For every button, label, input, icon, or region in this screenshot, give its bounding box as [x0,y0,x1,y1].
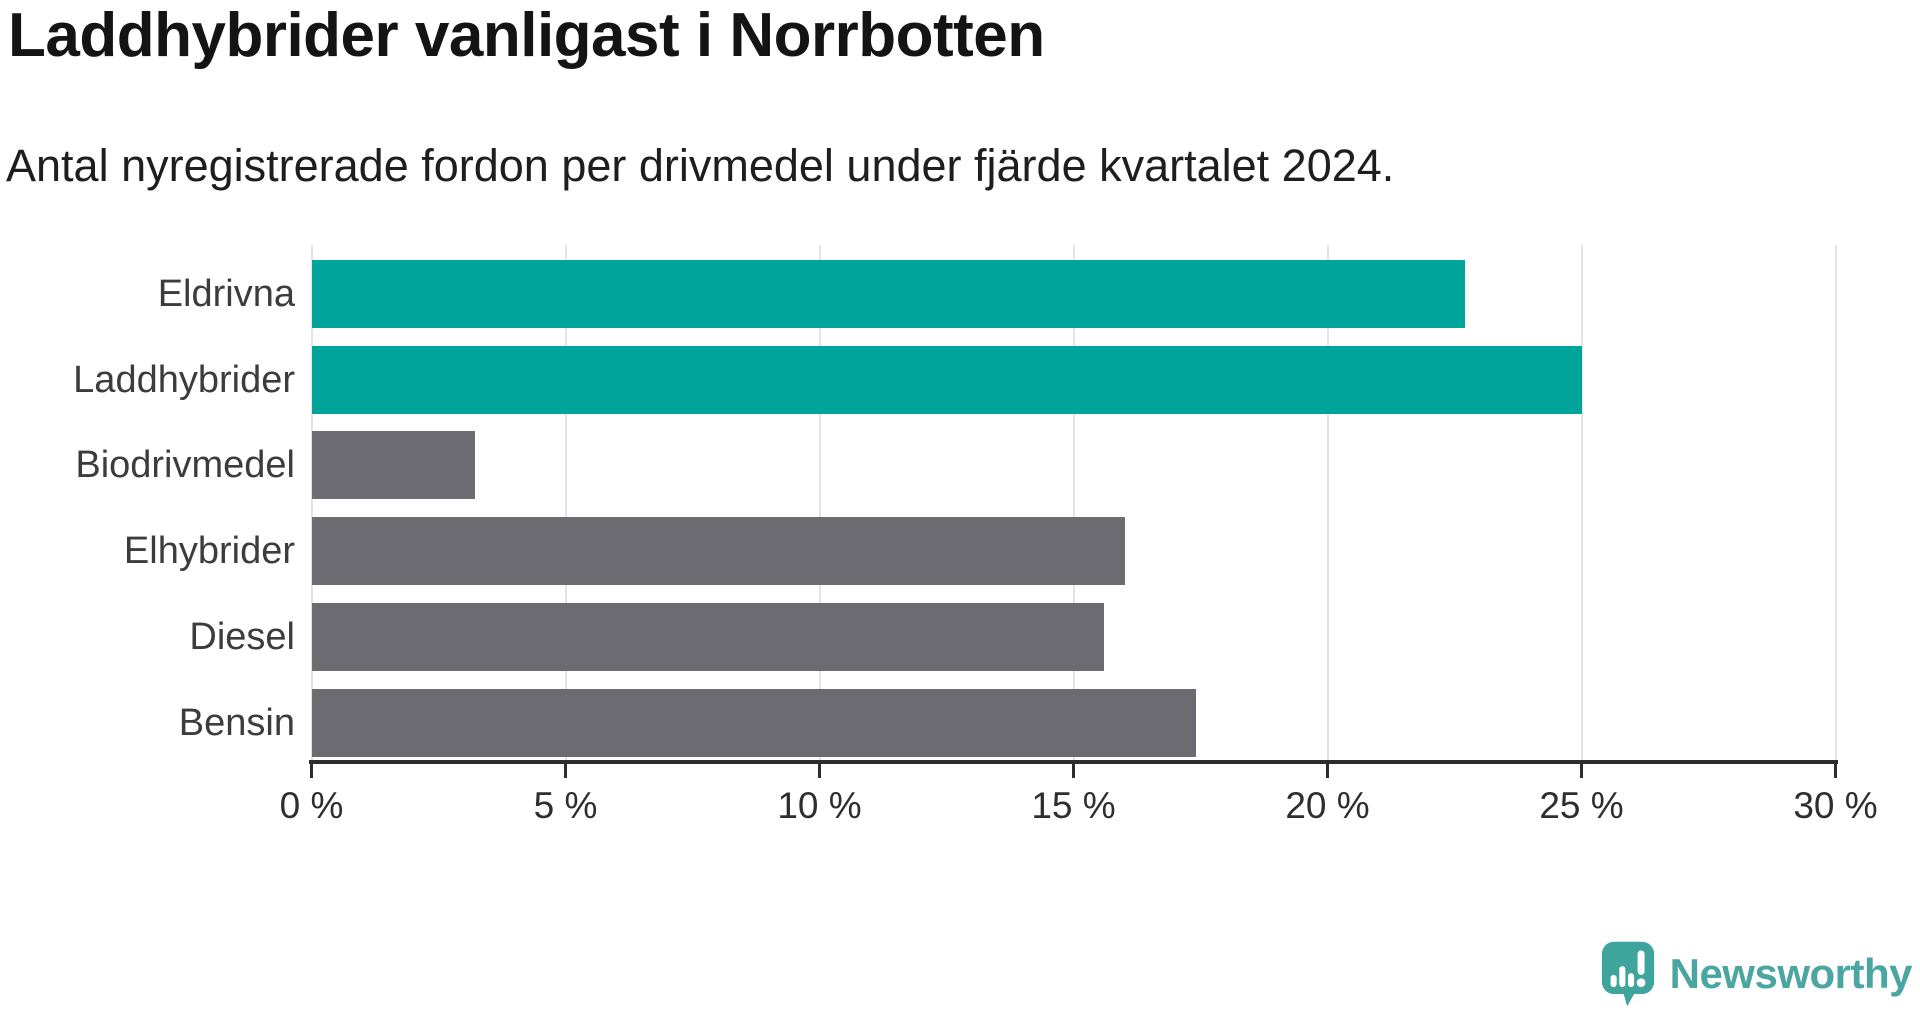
x-tick-label: 10 % [777,785,862,826]
newsworthy-bubble-barchart-icon [1600,940,1656,1008]
bar-row: Diesel [0,602,1920,671]
axis-tick [1580,764,1583,778]
gridline [1834,245,1837,762]
category-label: Biodrivmedel [75,444,295,487]
x-tick-label: 0 % [279,785,344,826]
gridline [1326,245,1329,762]
axis-tick [1834,764,1837,778]
category-label: Elhybrider [123,530,295,573]
axis-tick [1326,764,1329,778]
gridline [818,245,821,762]
chart-subtitle: Antal nyregistrerade fordon per drivmede… [6,140,1395,191]
category-label: Bensin [178,701,295,744]
axis-tick [818,764,821,778]
bar-row: Elhybrider [0,517,1920,586]
bar-biodrivmedel [312,431,475,500]
gridline [1580,245,1583,762]
x-tick-label: 30 % [1793,785,1878,826]
bar-elhybrider [312,517,1125,586]
gridline [564,245,567,762]
gridline [310,245,313,762]
category-label: Diesel [189,615,295,658]
bar-row: Biodrivmedel [0,431,1920,500]
category-label: Eldrivna [157,273,295,315]
bar-eldrivna [312,260,1466,328]
x-tick-label: 15 % [1031,785,1116,826]
chart-title: Laddhybrider vanligast i Norrbotten [8,1,1045,70]
axis-tick [310,764,313,778]
bar-bensin [312,688,1196,757]
x-tick-label: 25 % [1539,785,1624,826]
newsworthy-logo: Newsworthy [1600,940,1913,1008]
axis-tick [564,764,567,778]
x-axis-line [309,760,1838,764]
bar-diesel [312,602,1105,671]
x-tick-label: 20 % [1285,785,1370,826]
axis-tick [1072,764,1075,778]
bar-row: Laddhybrider [0,345,1920,414]
bar-laddhybrider [312,345,1582,414]
category-label: Laddhybrider [73,358,295,401]
bar-chart: 0 % 5 % 10 % 15 % 20 % 25 % 30 % Eldrivna Laddhy… [0,245,1920,865]
newsworthy-logo-text: Newsworthy [1669,950,1913,997]
gridline [1072,245,1075,762]
bar-row: Bensin [0,688,1920,757]
x-tick-label: 5 % [533,785,598,826]
bar-row: Eldrivna [0,260,1920,328]
